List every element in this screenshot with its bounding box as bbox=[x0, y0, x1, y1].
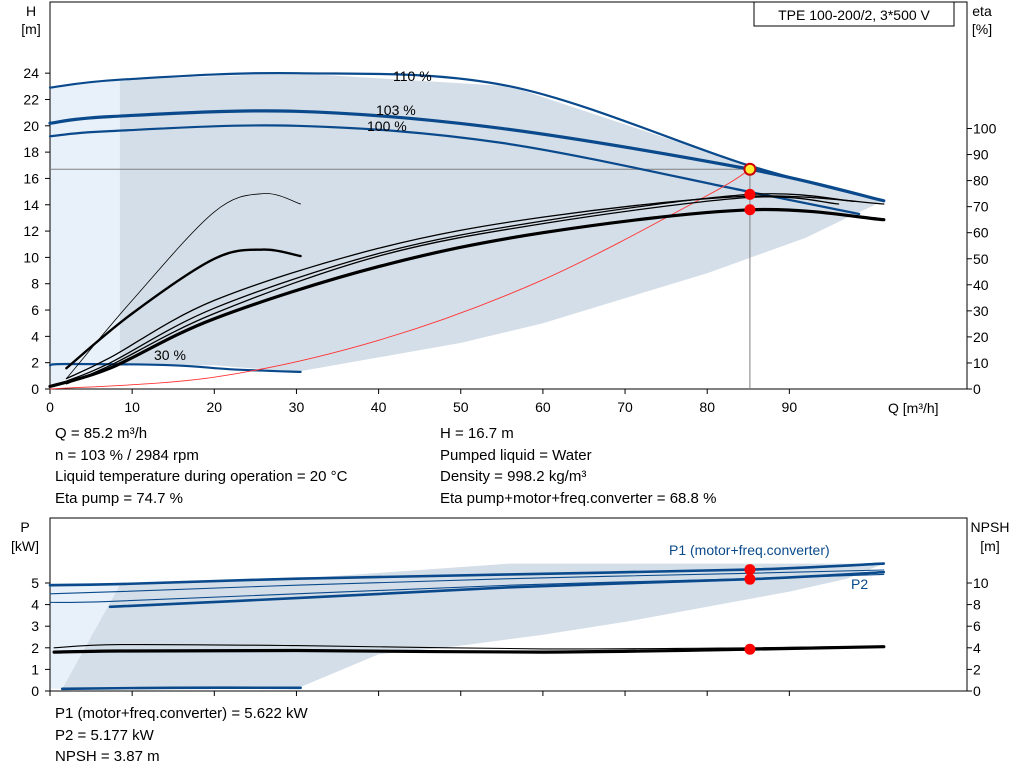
y-axis-unit: [kW] bbox=[11, 538, 39, 554]
x-tick-label: 80 bbox=[699, 399, 715, 415]
y2-tick-label: 20 bbox=[973, 329, 989, 345]
y-tick-label: 3 bbox=[31, 618, 39, 634]
y-tick-label: 18 bbox=[23, 144, 39, 160]
y-tick-label: 24 bbox=[23, 65, 39, 81]
curve-p-100 bbox=[49, 573, 885, 603]
p2-readout: P2 = 5.177 kW bbox=[55, 726, 154, 744]
y2-tick-label: 90 bbox=[973, 147, 989, 163]
x-tick-label: 20 bbox=[207, 399, 223, 415]
info-right: H = 16.7 m Pumped liquid = Water Density… bbox=[440, 423, 716, 509]
y-tick-label: 0 bbox=[31, 381, 39, 397]
y-tick-label: 10 bbox=[23, 249, 39, 265]
x-axis-label: Q [m³/h] bbox=[888, 400, 939, 416]
curve-eta-100 bbox=[65, 196, 840, 385]
y2-tick-label: 0 bbox=[973, 381, 981, 397]
y2-tick-label: 8 bbox=[973, 597, 981, 613]
y2-tick-label: 40 bbox=[973, 277, 989, 293]
plot-frame bbox=[49, 1, 968, 390]
x-tick-label: 60 bbox=[535, 399, 551, 415]
operating-area bbox=[119, 73, 884, 372]
x-tick-label: 90 bbox=[782, 399, 798, 415]
y2-tick-label: 0 bbox=[973, 683, 981, 699]
y-axis-label: H bbox=[26, 3, 36, 19]
low-flow-band bbox=[50, 79, 120, 389]
y2-tick-label: 2 bbox=[973, 661, 981, 677]
y2-tick-label: 30 bbox=[973, 303, 989, 319]
y-tick-label: 1 bbox=[31, 661, 39, 677]
x-tick-label: 10 bbox=[124, 399, 140, 415]
x-tick-label: 40 bbox=[371, 399, 387, 415]
p1-readout: P1 (motor+freq.converter) = 5.622 kW bbox=[55, 705, 308, 722]
x-tick-label: 0 bbox=[46, 399, 54, 415]
y-tick-label: 2 bbox=[31, 355, 39, 371]
y2-tick-label: 50 bbox=[973, 251, 989, 267]
y-tick-label: 0 bbox=[31, 683, 39, 699]
npsh-readout: NPSH = 3.87 m bbox=[55, 748, 160, 765]
x-tick-label: 70 bbox=[617, 399, 633, 415]
power-npsh-chart: 0 1 2 3 4 5 0 2 4 6 8 10 P [kW] NPSH [m] P1 (motor+freq.… bbox=[11, 517, 1010, 699]
y-tick-label: 8 bbox=[31, 276, 39, 292]
y-tick-label: 2 bbox=[31, 640, 39, 656]
y-tick-label: 5 bbox=[31, 575, 39, 591]
curve-label: 30 % bbox=[154, 347, 186, 363]
x-tick-label: 50 bbox=[453, 399, 469, 415]
duty-point bbox=[744, 204, 756, 216]
curve-label: 100 % bbox=[367, 118, 407, 134]
y2-tick-label: 10 bbox=[973, 575, 989, 591]
info-left: Q = 85.2 m³/h n = 103 % / 2984 rpm Liqui… bbox=[55, 423, 347, 509]
y-tick-label: 12 bbox=[23, 223, 39, 239]
y-tick-label: 4 bbox=[31, 328, 39, 344]
y2-axis-unit: [m] bbox=[980, 538, 999, 554]
density-readout: Density = 998.2 kg/m³ bbox=[440, 468, 587, 485]
curve-30- bbox=[48, 362, 302, 373]
y2-axis-label: NPSH bbox=[971, 519, 1010, 535]
curve-label: 103 % bbox=[376, 102, 416, 118]
curve-p-30 bbox=[61, 686, 302, 691]
curve-103- bbox=[48, 109, 886, 203]
y2-tick-label: 60 bbox=[973, 225, 989, 241]
y-tick-label: 22 bbox=[23, 91, 39, 107]
y-tick-label: 4 bbox=[31, 597, 39, 613]
eta-total-readout: Eta pump+motor+freq.converter = 68.8 % bbox=[440, 489, 717, 507]
y2-tick-label: 80 bbox=[973, 173, 989, 189]
y-tick-label: 6 bbox=[31, 302, 39, 318]
info-bottom: P1 (motor+freq.converter) = 5.622 kW P2 … bbox=[55, 703, 308, 768]
flow-readout: Q = 85.2 m³/h bbox=[55, 425, 148, 442]
y-axis-label: P bbox=[20, 519, 29, 535]
duty-point bbox=[743, 162, 757, 176]
head-readout: H = 16.7 m bbox=[440, 425, 514, 442]
y-axis-unit: [m] bbox=[21, 21, 40, 37]
duty-point bbox=[744, 564, 756, 576]
y2-tick-label: 4 bbox=[973, 640, 981, 656]
curve-eta-30 bbox=[65, 248, 302, 370]
title-box bbox=[753, 1, 955, 27]
y-tick-label: 16 bbox=[23, 170, 39, 186]
eta-pump-readout: Eta pump = 74.7 % bbox=[55, 489, 183, 507]
liquid-temperature-readout: Liquid temperature during operation = 20… bbox=[55, 468, 348, 485]
duty-point bbox=[744, 573, 756, 585]
curve-eta-30-thin bbox=[66, 193, 301, 379]
y2-axis-label: eta bbox=[972, 3, 992, 19]
y2-tick-label: 6 bbox=[973, 618, 981, 634]
x-tick-label: 30 bbox=[289, 399, 305, 415]
y2-axis-unit: [%] bbox=[972, 21, 992, 37]
head-efficiency-chart: 0 10 20 30 40 50 60 70 80 90024681012141618202224… bbox=[21, 1, 997, 416]
y2-tick-label: 100 bbox=[973, 121, 997, 137]
chart-title: TPE 100-200/2, 3*500 V bbox=[778, 7, 930, 23]
y-tick-label: 20 bbox=[23, 118, 39, 134]
duty-point bbox=[744, 188, 756, 200]
p1-curve-label: P1 (motor+freq.converter) bbox=[669, 542, 830, 558]
y2-tick-label: 10 bbox=[973, 355, 989, 371]
duty-point bbox=[744, 643, 756, 655]
speed-readout: n = 103 % / 2984 rpm bbox=[55, 446, 199, 464]
pumped-liquid-readout: Pumped liquid = Water bbox=[440, 446, 592, 464]
y-tick-label: 14 bbox=[23, 197, 39, 213]
curve-label: 110 % bbox=[393, 68, 432, 84]
y2-tick-label: 70 bbox=[973, 199, 989, 215]
p2-curve-label: P2 bbox=[851, 576, 868, 592]
